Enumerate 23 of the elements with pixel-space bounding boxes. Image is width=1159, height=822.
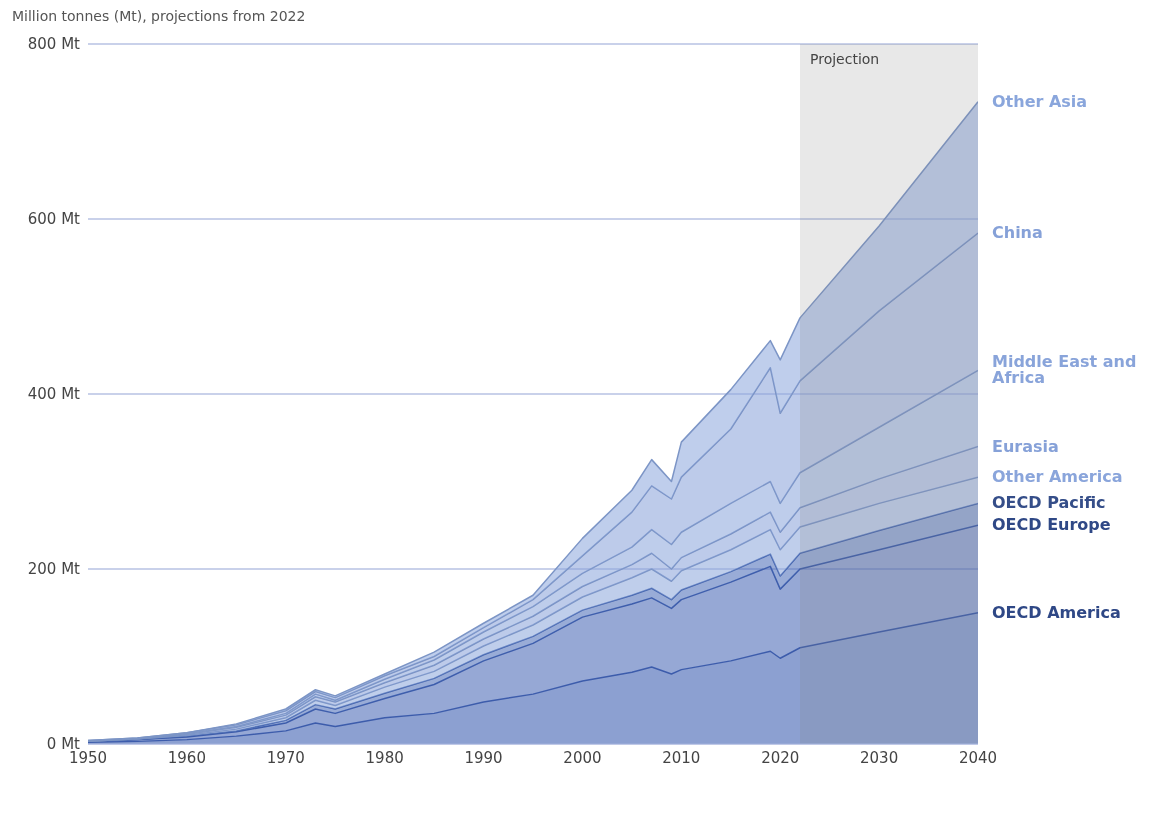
y-axis-title: Million tonnes (Mt), projections from 2022 (12, 8, 307, 24)
y-tick-label: 600 Mt (27, 210, 81, 229)
x-tick-label: 2010 (662, 748, 701, 767)
x-tick-label: 2040 (958, 748, 998, 767)
series-label: China (992, 223, 1043, 242)
x-tick-label: 2020 (761, 748, 800, 767)
y-tick-label: 200 Mt (27, 560, 81, 579)
series-label: Other America (992, 467, 1123, 487)
series-label: OECD America (992, 602, 1121, 622)
series-label: Other Asia (992, 91, 1088, 111)
series-label: OECD Europe (992, 515, 1111, 535)
x-tick-label: 1970 (266, 748, 305, 767)
x-tick-label: 2000 (563, 748, 602, 767)
x-tick-label: 1980 (365, 748, 404, 767)
series-label: Middle East and Africa (992, 352, 1137, 388)
y-tick-label: 800 Mt (27, 35, 81, 54)
x-tick-label: 1960 (167, 748, 206, 767)
x-tick-label: 2030 (860, 748, 899, 767)
series-label: Eurasia (992, 436, 1059, 456)
y-tick-label: 400 Mt (27, 385, 81, 404)
band-label: Projection (810, 50, 880, 67)
series-label: OECD Pacific (992, 493, 1106, 513)
x-tick-label: 1990 (464, 748, 503, 767)
